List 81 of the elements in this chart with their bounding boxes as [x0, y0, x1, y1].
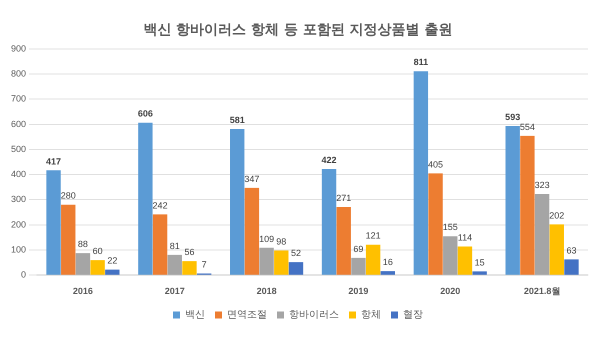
bar — [76, 253, 90, 275]
data-label: 280 — [60, 190, 76, 201]
data-label: 347 — [244, 174, 260, 184]
bar — [90, 260, 105, 275]
y-tick-label: 900 — [10, 43, 26, 54]
x-tick-label: 2016 — [72, 286, 93, 296]
data-label: 109 — [259, 234, 274, 244]
y-tick-label: 400 — [10, 169, 26, 180]
data-label: 323 — [534, 180, 550, 190]
bar — [168, 254, 182, 275]
bar — [259, 248, 274, 275]
data-label: 271 — [336, 193, 352, 204]
bar — [458, 246, 472, 275]
y-tick-label: 100 — [10, 244, 26, 255]
bar — [472, 271, 487, 275]
bar — [550, 224, 564, 275]
y-tick-label: 600 — [10, 118, 26, 129]
data-label: 593 — [505, 112, 520, 122]
y-tick-label: 700 — [10, 94, 26, 104]
data-label: 98 — [276, 236, 286, 247]
chart-title: 백신 항바이러스 항체 등 포함된 지정상품별 출원 — [143, 22, 453, 38]
bar — [46, 170, 61, 275]
bar — [152, 214, 168, 275]
bar — [336, 207, 351, 275]
data-label: 52 — [290, 248, 301, 258]
bar — [428, 173, 443, 275]
x-tick-label: 2019 — [348, 286, 368, 296]
bar — [274, 250, 288, 275]
legend-label: 백신 — [185, 310, 205, 321]
data-label: 581 — [230, 115, 245, 126]
data-label: 121 — [366, 230, 381, 241]
data-label: 242 — [152, 200, 168, 210]
x-tick-label: 2020 — [440, 286, 460, 296]
bar — [380, 271, 396, 275]
bar — [443, 236, 458, 275]
bar — [534, 194, 550, 275]
bar — [322, 169, 336, 275]
data-label: 56 — [184, 247, 194, 258]
data-label: 63 — [566, 245, 576, 256]
bar — [244, 188, 260, 275]
y-tick-label: 200 — [10, 219, 26, 230]
data-label: 22 — [107, 256, 118, 266]
bar — [288, 262, 304, 275]
bar — [182, 261, 197, 275]
x-tick-label: 2021.8월 — [524, 286, 560, 296]
data-label: 554 — [520, 122, 535, 132]
bar — [506, 126, 520, 275]
bar — [564, 259, 579, 275]
data-label: 811 — [414, 57, 428, 68]
y-tick-label: 800 — [10, 68, 26, 78]
bar — [414, 71, 428, 275]
data-label: 155 — [442, 222, 458, 232]
legend-label: 항바이러스 — [289, 310, 339, 321]
bar — [230, 129, 244, 275]
data-label: 15 — [474, 257, 485, 268]
data-label: 60 — [92, 246, 103, 256]
bar — [351, 258, 366, 275]
x-tick-label: 2017 — [164, 286, 185, 296]
bar — [61, 204, 76, 275]
data-label: 88 — [78, 239, 88, 250]
data-label: 422 — [322, 155, 337, 166]
legend-label: 혈장 — [403, 310, 423, 321]
y-tick-label: 0 — [21, 270, 26, 280]
bar — [138, 122, 153, 275]
data-label: 69 — [353, 244, 364, 254]
bar — [366, 244, 380, 275]
data-label: 606 — [138, 108, 153, 119]
x-tick-label: 2018 — [256, 286, 277, 296]
legend-label: 면역조절 — [227, 310, 267, 321]
y-tick-label: 500 — [10, 144, 26, 154]
legend-label: 항체 — [361, 310, 381, 321]
data-label: 202 — [549, 210, 564, 220]
bar — [520, 136, 535, 275]
data-label: 16 — [382, 257, 393, 268]
data-label: 405 — [428, 159, 444, 170]
bar — [105, 270, 120, 275]
data-label: 7 — [202, 259, 207, 270]
y-tick-label: 300 — [10, 194, 26, 204]
data-label: 114 — [458, 232, 472, 243]
data-label: 81 — [170, 240, 180, 251]
data-label: 417 — [46, 156, 62, 166]
